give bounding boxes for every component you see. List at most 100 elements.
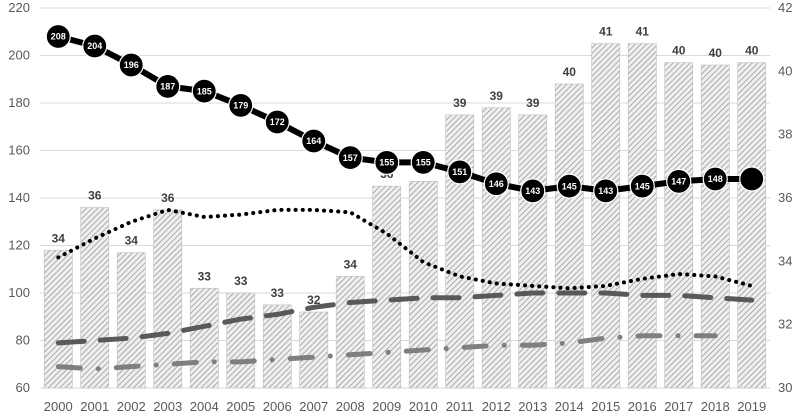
bar bbox=[700, 64, 730, 389]
line-data-label: 179 bbox=[233, 101, 248, 111]
line-data-label: 145 bbox=[635, 181, 650, 191]
bar bbox=[445, 114, 475, 389]
line-data-label: 187 bbox=[160, 82, 175, 92]
line-marker bbox=[447, 159, 473, 185]
axes: 60 80 100 120 140 160 180 200 220 30 32 34 36 38 40 42 2… bbox=[8, 0, 792, 413]
y-right-tick-label: 36 bbox=[778, 190, 792, 205]
line-data-label: 145 bbox=[562, 181, 577, 191]
bar-data-label: 34 bbox=[344, 257, 358, 271]
line-data-label: 155 bbox=[416, 158, 431, 168]
y-right-tick-label: 40 bbox=[778, 63, 792, 78]
bar bbox=[372, 185, 402, 389]
line-data-label: 172 bbox=[270, 117, 285, 127]
y-right-tick-label: 32 bbox=[778, 317, 792, 332]
series-line-dash-dot bbox=[55, 333, 718, 372]
bar-data-label: 41 bbox=[599, 25, 613, 39]
bar-data-label: 33 bbox=[271, 286, 285, 300]
line-marker bbox=[191, 78, 217, 104]
bar-data-label: 40 bbox=[709, 46, 723, 60]
line-data-label: 148 bbox=[708, 174, 723, 184]
line-data-label: 147 bbox=[671, 177, 686, 187]
bar bbox=[408, 181, 438, 389]
line-data-label: 155 bbox=[379, 158, 394, 168]
bar-data-label: 36 bbox=[161, 191, 175, 205]
y-right-tick-label: 34 bbox=[778, 253, 792, 268]
line-marker bbox=[666, 168, 692, 194]
bar-data-label: 40 bbox=[672, 44, 686, 58]
line-data-label: 151 bbox=[452, 167, 467, 177]
y-left-tick-label: 100 bbox=[8, 285, 30, 300]
bar-data-label: 41 bbox=[636, 25, 650, 39]
x-tick-label: 2007 bbox=[299, 399, 328, 413]
x-tick-label: 2008 bbox=[336, 399, 365, 413]
x-tick-label: 2005 bbox=[226, 399, 255, 413]
line-data-label: 146 bbox=[489, 179, 504, 189]
line-marker bbox=[228, 92, 254, 118]
x-tick-label: 2018 bbox=[701, 399, 730, 413]
bar-data-label: 36 bbox=[88, 189, 102, 203]
x-tick-label: 2014 bbox=[555, 399, 584, 413]
line-marker bbox=[629, 173, 655, 199]
x-tick-label: 2003 bbox=[153, 399, 182, 413]
bar-data-label: 40 bbox=[745, 44, 759, 58]
gridlines bbox=[40, 7, 770, 389]
x-tick-label: 2004 bbox=[190, 399, 219, 413]
y-left-tick-label: 120 bbox=[8, 238, 30, 253]
x-tick-label: 2017 bbox=[664, 399, 693, 413]
line-marker bbox=[483, 171, 509, 197]
line-data-label: 143 bbox=[598, 186, 613, 196]
line-data-label: 196 bbox=[124, 60, 139, 70]
bar-data-label: 40 bbox=[563, 65, 577, 79]
line-marker bbox=[374, 149, 400, 175]
bar bbox=[481, 107, 511, 389]
line-marker bbox=[702, 166, 728, 192]
x-tick-label: 2019 bbox=[737, 399, 766, 413]
y-left-tick-label: 200 bbox=[8, 48, 30, 63]
bar-data-label: 39 bbox=[490, 89, 504, 103]
y-left-tick-label: 140 bbox=[8, 190, 30, 205]
line-marker bbox=[520, 178, 546, 204]
line-marker bbox=[155, 73, 181, 99]
bar bbox=[262, 304, 292, 389]
bar bbox=[664, 62, 694, 389]
y-left-tick-label: 180 bbox=[8, 95, 30, 110]
x-tick-label: 2002 bbox=[117, 399, 146, 413]
bar bbox=[591, 43, 621, 389]
bar bbox=[226, 292, 256, 389]
bar-data-label: 39 bbox=[453, 96, 467, 110]
line-data-label: 204 bbox=[87, 41, 102, 51]
bar-data-label: 33 bbox=[198, 269, 212, 283]
y-right-tick-label: 30 bbox=[778, 380, 792, 395]
series-line-dotted bbox=[56, 207, 754, 291]
x-tick-label: 2009 bbox=[372, 399, 401, 413]
line-marker bbox=[118, 52, 144, 78]
y-left-tick-label: 220 bbox=[8, 0, 30, 15]
y-right-tick-label: 38 bbox=[778, 127, 792, 142]
y-left-tick-label: 80 bbox=[16, 333, 30, 348]
x-tick-label: 2001 bbox=[80, 399, 109, 413]
y-right-tick-label: 42 bbox=[778, 0, 792, 15]
line-data-label: 208 bbox=[51, 32, 66, 42]
bar-data-label: 34 bbox=[52, 231, 66, 245]
line-data-label: 143 bbox=[525, 186, 540, 196]
bar-data-label: 32 bbox=[307, 293, 321, 307]
bar-series bbox=[43, 43, 767, 389]
bar bbox=[189, 287, 219, 389]
bar bbox=[554, 83, 584, 389]
x-tick-label: 2000 bbox=[44, 399, 73, 413]
bar bbox=[737, 62, 767, 389]
bar bbox=[335, 276, 365, 389]
x-tick-label: 2006 bbox=[263, 399, 292, 413]
x-tick-label: 2016 bbox=[628, 399, 657, 413]
y-left-tick-label: 60 bbox=[16, 380, 30, 395]
bar-data-label: 33 bbox=[234, 274, 248, 288]
line-marker bbox=[337, 145, 363, 171]
line-marker bbox=[739, 166, 765, 192]
line-marker bbox=[301, 128, 327, 154]
bar bbox=[299, 311, 329, 389]
bar-data-label: 39 bbox=[526, 96, 540, 110]
line-marker bbox=[410, 149, 436, 175]
x-tick-label: 2015 bbox=[591, 399, 620, 413]
bar-data-label: 34 bbox=[125, 234, 139, 248]
